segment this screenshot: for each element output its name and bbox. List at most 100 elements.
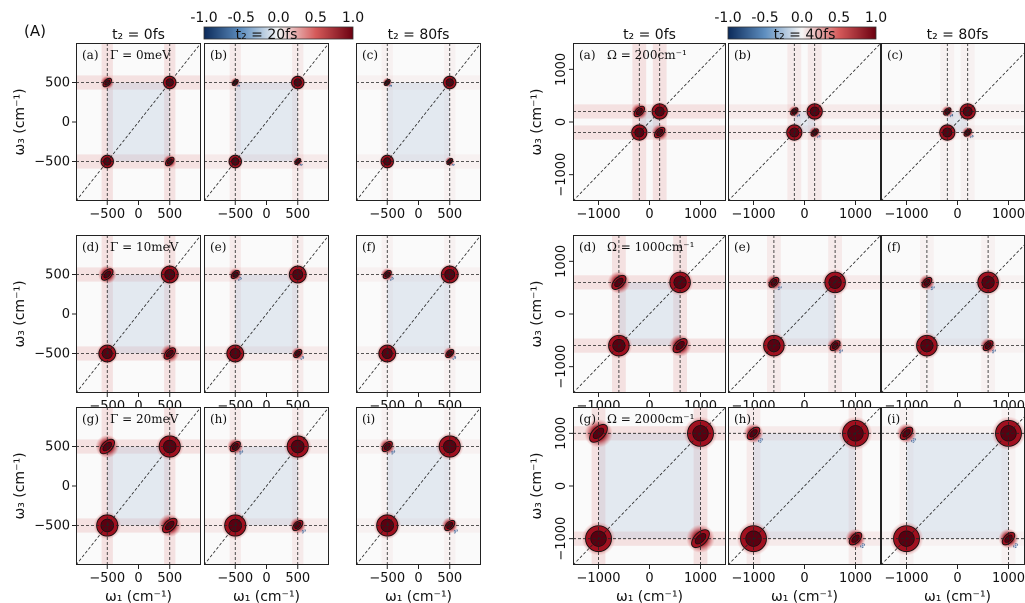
y-tick-label: 0 [554,482,569,490]
y-tick-label: 0 [62,479,70,494]
heatmap-panel: (f)−500 0 500 [356,235,481,414]
x-axis-label: ω₁ (cm⁻¹) [385,589,452,603]
negative-peak [238,450,244,455]
y-tick-label: 0 [554,118,569,126]
panel-background [881,43,1025,201]
colorbar-tick-label: -0.5 [751,10,778,26]
y-tick-label: 1000 [554,417,569,450]
panel-frame [573,235,726,393]
x-tick-label: −1000 [732,207,776,222]
negative-peak [390,277,394,281]
signal-band [940,43,955,201]
negative-peak [796,113,801,118]
negative-peak [930,285,935,291]
panel-label: (b) [210,48,227,62]
colorbar-tick-label: 0.0 [791,10,813,26]
diagonal-line [356,235,481,393]
x-tick-label: 0 [414,571,422,586]
signal-band [164,43,176,201]
panel-label: (c) [362,48,378,62]
diagonal-line [881,51,1025,201]
signal-band [444,43,456,201]
negative-peak [453,529,458,534]
panel-frame [204,407,329,565]
y-tick-label: 1000 [554,53,569,86]
signal-band [229,235,241,393]
y-axis-label: ω₃ (cm⁻¹) [529,280,545,347]
colorbar-left: -1.0 -0.5 0.0 0.5 1.0 [190,10,364,40]
diagonal-line [573,235,726,393]
diagonal-line [356,407,481,565]
negative-peak [859,543,866,549]
heatmap-panel: (c) −500 0 500 [356,43,481,222]
diagonal-line [204,235,329,393]
signal-band [292,235,304,393]
signal-band [960,43,975,201]
x-tick-label: 500 [285,571,310,586]
signal-band [444,407,456,565]
x-tick-label: −500 [217,571,253,586]
heatmap-panels: (a) Γ = 0meV −500 0 500 500 0 −500 ω₃ (cm⁻¹) t₂ =… [12,27,1025,603]
y-tick-label: −500 [34,155,70,170]
x-axis-label: ω₁ (cm⁻¹) [924,589,991,603]
peak-core [446,522,454,529]
x-tick-label: 0 [953,207,961,222]
colorbar-tick-label: -1.0 [190,10,217,26]
x-tick-label: 0 [262,399,270,414]
signal-band [787,43,802,201]
panel-label: (a) [579,48,596,62]
diagonal-line [881,243,1025,393]
peak-core [166,158,173,165]
column-title: t₂ = 80fs [388,27,450,43]
diagonal-line [204,43,329,201]
x-tick-label: 0 [645,207,653,222]
panel-frame [76,235,201,393]
negative-peak [301,529,306,534]
heatmap-panel: (e)−1000 0 1000 [728,235,881,414]
negative-peak [389,84,392,88]
x-tick-label: −1000 [732,571,776,586]
x-axis-label: ω₁ (cm⁻¹) [771,589,838,603]
x-tick-label: 0 [134,399,142,414]
heatmap-panel: (a) Ω = 200cm⁻¹ −1000 0 1000 1000 0 −1000 ω₃ (cm… [529,43,726,222]
negative-peak [757,437,764,443]
panel-label: (g) [82,412,99,426]
row-parameter: Ω = 200cm⁻¹ [607,48,687,62]
x-tick-label: 0 [645,399,653,414]
panel-frame [356,43,481,201]
x-tick-label: 0 [953,399,961,414]
signal-band [292,407,304,565]
peak-core [165,349,174,358]
negative-peak [300,356,305,360]
panel-label: (b) [734,48,751,62]
diagonal-line [76,235,201,393]
signal-band [652,43,667,201]
diagonal-line [356,43,481,201]
peak-core [446,350,453,357]
row-parameter: Γ = 0meV [110,48,171,62]
negative-peak [949,113,954,118]
panel-label: (e) [210,240,226,254]
colorbar-tick-label: 1.0 [342,10,364,26]
x-axis-label: ω₁ (cm⁻¹) [233,589,300,603]
signal-band [632,43,647,201]
heatmap-panel: (i) −500 0 500 ω₁ (cm⁻¹) [356,407,481,603]
row-parameter: Ω = 2000cm⁻¹ [607,412,694,426]
panel-label: (h) [734,412,751,426]
peak-core [294,522,302,529]
column-title: t₂ = 0fs [623,27,676,43]
diagonal-line [204,407,329,565]
x-tick-label: 0 [800,399,808,414]
diagonal-line [573,43,726,201]
y-tick-label: −1000 [554,345,569,389]
y-tick-label: 500 [45,440,70,455]
diagonal-line [728,235,881,393]
x-tick-label: −500 [369,571,405,586]
peak-core [295,159,300,164]
signal-band [381,43,393,201]
panel-frame [573,43,726,201]
x-tick-label: 1000 [839,207,872,222]
heatmap-panel: (g) Γ = 20meV −500 0 500 500 0 −500 ω₃ (cm⁻¹) ω₁ … [12,407,201,603]
